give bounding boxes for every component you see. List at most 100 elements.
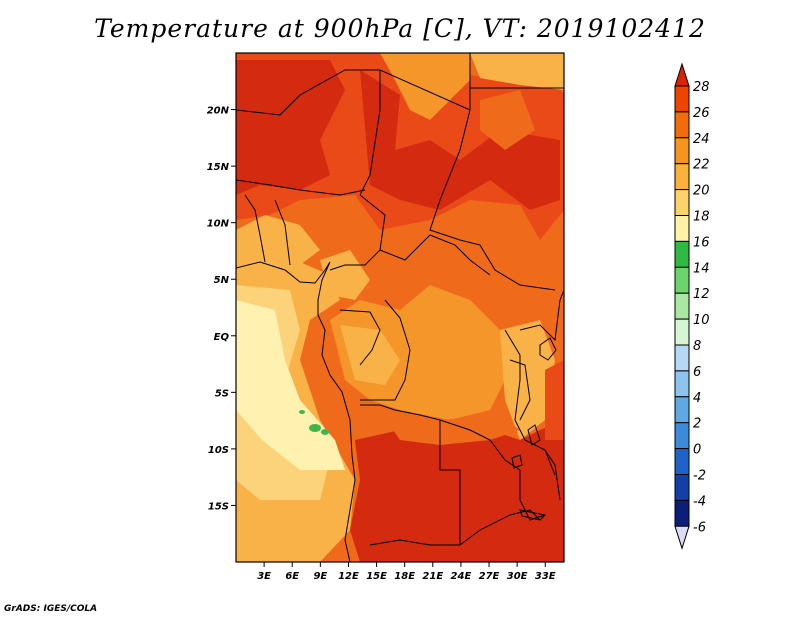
- field-south-24: [380, 410, 520, 445]
- colorbar-swatch: [674, 318, 690, 346]
- lon-tick-label: 24E: [451, 571, 472, 582]
- lon-tick-label: 12E: [338, 571, 359, 582]
- coastline: [236, 261, 356, 562]
- lake-outline: [527, 424, 541, 446]
- colorbar-label: 16: [693, 235, 710, 250]
- border-line: [429, 109, 556, 291]
- colorbar-swatch: [674, 499, 690, 527]
- colorbar-label: 8: [693, 339, 701, 354]
- field-green-spot: [309, 424, 321, 432]
- border-line: [236, 179, 366, 196]
- border-line: [519, 289, 564, 342]
- lon-tick-label: 18E: [394, 571, 415, 582]
- colorbar-swatch: [674, 370, 690, 398]
- map-title: Temperature at 900hPa [C], VT: 201910241…: [94, 14, 706, 43]
- lat-tick-label: 10N: [207, 219, 230, 230]
- border-line: [544, 449, 561, 501]
- colorbar-label: -2: [693, 469, 706, 484]
- map-frame: [235, 52, 565, 563]
- colorbar-swatch: [674, 474, 690, 501]
- footer-credit: GrADS: IGES/COLA: [4, 604, 98, 614]
- lon-tick-label: 3E: [257, 571, 271, 582]
- field-north-cool: [380, 53, 470, 120]
- temperature-field: [236, 53, 564, 562]
- lat-tick-label: 15S: [208, 501, 229, 512]
- field-chad-28: [360, 70, 560, 210]
- lake-outline: [519, 509, 547, 521]
- colorbar-label: 14: [693, 261, 710, 276]
- colorbar-swatch: [674, 396, 690, 424]
- lat-tick-label: 10S: [208, 445, 229, 456]
- border-line: [339, 309, 381, 366]
- colorbar-label: 22: [693, 158, 710, 173]
- colorbar-label: 2: [693, 417, 701, 432]
- colorbar-label: 18: [693, 210, 710, 225]
- colorbar-label: 26: [693, 106, 710, 121]
- colorbar-top-arrow: [674, 62, 690, 87]
- colorbar-label: 0: [693, 443, 701, 458]
- field-congo-20: [340, 325, 400, 385]
- field-green-spot: [321, 429, 329, 435]
- colorbar-swatch: [674, 85, 690, 113]
- lake-outline: [511, 454, 523, 469]
- colorbar-swatch: [674, 163, 690, 191]
- lon-tick-label: 21E: [422, 571, 443, 582]
- colorbar-swatch: [674, 111, 690, 139]
- colorbar-label: -4: [693, 494, 706, 509]
- lat-tick-label: EQ: [214, 332, 230, 343]
- colorbar-label: 6: [693, 365, 701, 380]
- field-congo-22: [330, 285, 510, 420]
- border-line: [509, 359, 531, 421]
- lat-tick-label: 15N: [207, 162, 230, 173]
- colorbar-swatch: [674, 266, 690, 294]
- country-borders: [236, 53, 564, 562]
- border-line: [439, 419, 521, 500]
- colorbar-bottom-arrow: [674, 525, 690, 550]
- colorbar-swatch: [674, 240, 690, 268]
- colorbar-label: 12: [693, 287, 710, 302]
- colorbar-label: 10: [693, 313, 710, 328]
- lat-tick-label: 5S: [215, 388, 229, 399]
- field-south-28: [350, 420, 564, 562]
- colorbar-swatch: [674, 344, 690, 372]
- colorbar-swatch: [674, 292, 690, 320]
- field-westcoast-22: [236, 215, 320, 265]
- field-north-cool2: [470, 53, 564, 90]
- field-east-28: [545, 360, 564, 440]
- lat-tick-label: 20N: [207, 106, 230, 117]
- lon-tick-label: 6E: [285, 571, 299, 582]
- colorbar-label: -6: [693, 520, 706, 535]
- field-cameroon-20: [320, 250, 370, 300]
- colorbar-label: 4: [693, 391, 701, 406]
- border-line: [329, 194, 386, 271]
- border-line: [359, 70, 381, 196]
- border-line: [360, 404, 461, 546]
- colorbar-label: 28: [693, 80, 710, 95]
- field-sahara-28: [236, 60, 345, 195]
- colorbar-swatch: [674, 215, 690, 242]
- lon-tick-label: 33E: [535, 571, 556, 582]
- colorbar-swatch: [674, 422, 690, 450]
- longitude-axis: 3E 6E 9E 12E 15E 18E 21E 24E 27E 30E 33E: [257, 562, 556, 582]
- lon-tick-label: 27E: [479, 571, 500, 582]
- colorbar-swatch: [674, 189, 690, 217]
- field-north-ne: [480, 90, 535, 150]
- colorbar-swatch: [674, 137, 690, 165]
- border-line: [519, 499, 546, 521]
- colorbar-label: 20: [693, 184, 710, 199]
- border-line: [244, 194, 266, 263]
- latitude-axis: 20N 15N 10N 5N EQ 5S 10S 15S: [207, 106, 236, 512]
- border-line: [459, 509, 541, 546]
- field-green-spot: [299, 410, 305, 414]
- border-line: [379, 234, 491, 276]
- lon-tick-label: 9E: [313, 571, 327, 582]
- border-line: [274, 199, 291, 266]
- colorbar-swatch: [674, 448, 690, 476]
- lake-outline: [539, 337, 557, 361]
- lon-tick-label: 15E: [366, 571, 387, 582]
- border-line: [360, 299, 411, 401]
- lat-tick-label: 5N: [214, 275, 230, 286]
- lon-tick-label: 30E: [507, 571, 528, 582]
